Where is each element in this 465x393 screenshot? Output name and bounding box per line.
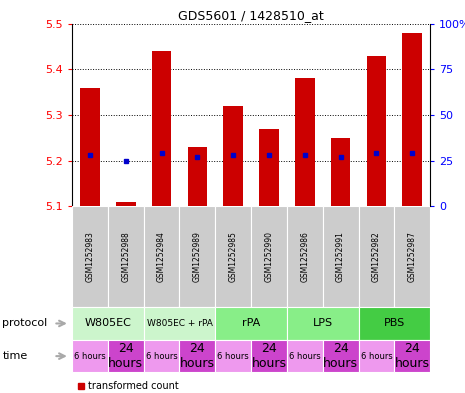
- Bar: [144, 307, 215, 340]
- Bar: [359, 340, 394, 373]
- Bar: [323, 206, 359, 307]
- Text: GSM1252987: GSM1252987: [408, 231, 417, 282]
- Text: PBS: PBS: [384, 318, 405, 329]
- Text: GSM1252982: GSM1252982: [372, 231, 381, 282]
- Bar: [72, 206, 108, 307]
- Bar: [251, 340, 287, 373]
- Bar: [108, 206, 144, 307]
- Bar: [287, 206, 323, 307]
- Title: GDS5601 / 1428510_at: GDS5601 / 1428510_at: [178, 9, 324, 22]
- Bar: [287, 307, 359, 340]
- Bar: [402, 33, 422, 206]
- Bar: [187, 147, 207, 206]
- Bar: [72, 307, 144, 340]
- Text: transformed count: transformed count: [88, 380, 179, 391]
- Text: GSM1252984: GSM1252984: [157, 231, 166, 282]
- Bar: [152, 51, 172, 206]
- Bar: [72, 340, 108, 373]
- Bar: [215, 340, 251, 373]
- Bar: [215, 206, 251, 307]
- Text: 24
hours: 24 hours: [180, 342, 215, 370]
- Bar: [215, 307, 287, 340]
- Bar: [394, 206, 430, 307]
- Text: 6 hours: 6 hours: [74, 352, 106, 361]
- Text: LPS: LPS: [312, 318, 333, 329]
- Bar: [359, 307, 430, 340]
- Text: protocol: protocol: [2, 318, 47, 329]
- Text: GSM1252986: GSM1252986: [300, 231, 309, 282]
- Bar: [359, 206, 394, 307]
- Text: GSM1252985: GSM1252985: [229, 231, 238, 282]
- Bar: [331, 138, 351, 206]
- Text: 24
hours: 24 hours: [252, 342, 286, 370]
- Text: 24
hours: 24 hours: [395, 342, 430, 370]
- Text: 6 hours: 6 hours: [360, 352, 392, 361]
- Text: GSM1252983: GSM1252983: [86, 231, 94, 282]
- Bar: [366, 55, 386, 206]
- Text: 24
hours: 24 hours: [323, 342, 358, 370]
- Text: time: time: [2, 351, 27, 361]
- Bar: [323, 340, 359, 373]
- Text: W805EC + rPA: W805EC + rPA: [146, 319, 213, 328]
- Text: GSM1252991: GSM1252991: [336, 231, 345, 282]
- Bar: [116, 202, 136, 206]
- Bar: [251, 206, 287, 307]
- Text: GSM1252988: GSM1252988: [121, 231, 130, 282]
- Bar: [108, 340, 144, 373]
- Bar: [144, 206, 179, 307]
- Text: GSM1252989: GSM1252989: [193, 231, 202, 282]
- Text: GSM1252990: GSM1252990: [265, 231, 273, 282]
- Bar: [144, 340, 179, 373]
- Text: 6 hours: 6 hours: [217, 352, 249, 361]
- Bar: [179, 206, 215, 307]
- Bar: [394, 340, 430, 373]
- Bar: [287, 340, 323, 373]
- Text: 6 hours: 6 hours: [289, 352, 321, 361]
- Text: rPA: rPA: [242, 318, 260, 329]
- Bar: [223, 106, 243, 206]
- Text: 6 hours: 6 hours: [146, 352, 178, 361]
- Text: W805EC: W805EC: [85, 318, 131, 329]
- Bar: [259, 129, 279, 206]
- Text: 24
hours: 24 hours: [108, 342, 143, 370]
- Bar: [295, 78, 315, 206]
- Bar: [179, 340, 215, 373]
- Bar: [80, 88, 100, 206]
